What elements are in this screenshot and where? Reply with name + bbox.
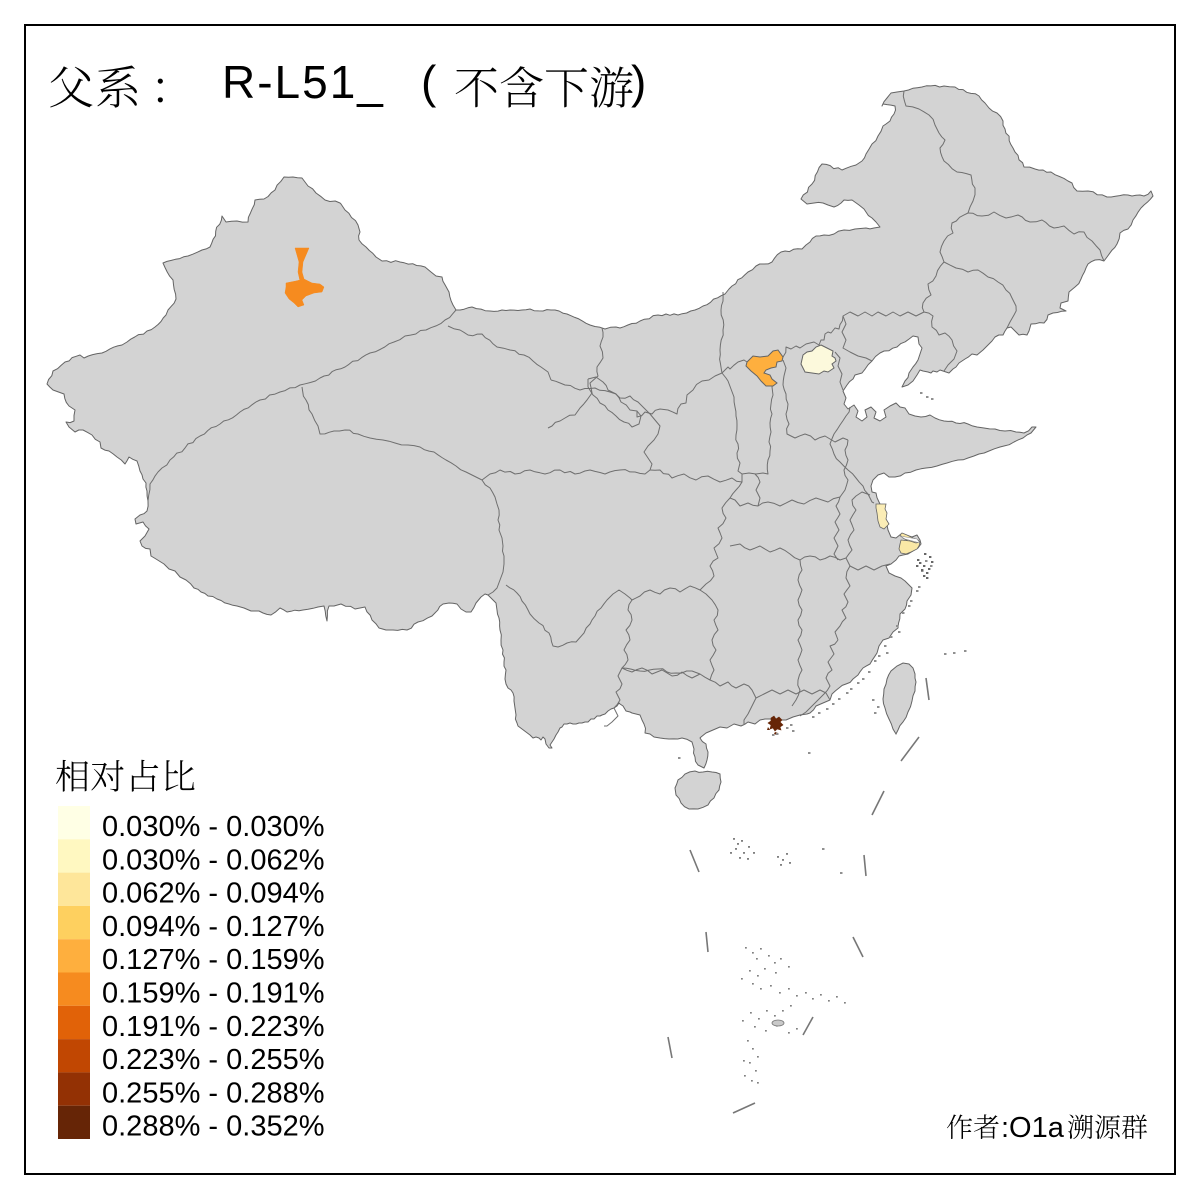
- svg-text:0.159% - 0.191%: 0.159% - 0.191%: [102, 978, 324, 1010]
- svg-text::O1a: :O1a: [1001, 1112, 1065, 1144]
- svg-text:): ): [631, 56, 646, 108]
- svg-text:R-L51_: R-L51_: [222, 56, 385, 108]
- svg-text:0.288% - 0.352%: 0.288% - 0.352%: [102, 1111, 324, 1143]
- svg-text:(: (: [421, 56, 437, 108]
- svg-text:0.191% - 0.223%: 0.191% - 0.223%: [102, 1011, 324, 1043]
- svg-text:0.062% - 0.094%: 0.062% - 0.094%: [102, 878, 324, 910]
- svg-text:0.030% - 0.062%: 0.030% - 0.062%: [102, 844, 324, 876]
- svg-text:0.255% - 0.288%: 0.255% - 0.288%: [102, 1077, 324, 1109]
- svg-text:0.094% - 0.127%: 0.094% - 0.127%: [102, 911, 324, 943]
- svg-text:0.223% - 0.255%: 0.223% - 0.255%: [102, 1044, 324, 1076]
- svg-text:0.127% - 0.159%: 0.127% - 0.159%: [102, 944, 324, 976]
- svg-text:0.030% - 0.030%: 0.030% - 0.030%: [102, 811, 324, 843]
